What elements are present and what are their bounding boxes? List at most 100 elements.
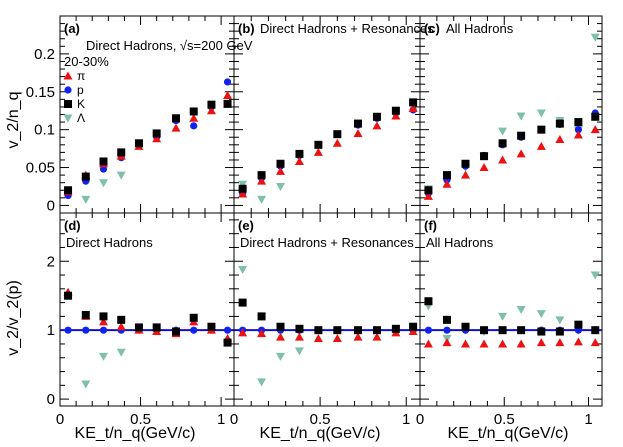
- yticklabel-top-4: 0.2: [34, 46, 55, 63]
- point-2-pi-2: [461, 170, 470, 179]
- panel-title-5: All Hadrons: [426, 235, 494, 250]
- point-5-K-8: [574, 320, 583, 329]
- labels-group: v_2/n_q v_2/v_2(p) KE_t/n_q(GeV/c) KE_t/…: [5, 38, 568, 442]
- point-5-pi-8: [573, 337, 583, 346]
- point-4-K-5: [333, 326, 342, 335]
- yticklabel-bottom-1: 1: [47, 322, 55, 339]
- point-4-K-1: [257, 312, 266, 321]
- point-5-pi-2: [461, 339, 470, 348]
- point-1-pi-2: [276, 166, 285, 175]
- point-2-K-9: [591, 112, 600, 121]
- point-4-pi-9: [408, 327, 418, 336]
- point-5-pi-9: [590, 338, 600, 347]
- point-2-pi-0: [423, 191, 433, 200]
- point-5-K-5: [517, 326, 526, 335]
- point-1-pi-9: [408, 103, 418, 112]
- point-1-pi-6: [353, 128, 363, 137]
- point-4-K-8: [391, 324, 400, 333]
- panel-title-2: All Hadrons: [446, 21, 514, 36]
- point-1-Lambda-0: [238, 180, 248, 189]
- point-3-Lambda-1: [99, 352, 108, 361]
- point-4-K-7: [372, 326, 381, 335]
- point-2-Lambda-6: [536, 109, 546, 118]
- point-4-pi-3: [294, 332, 304, 341]
- point-2-Lambda-5: [516, 112, 526, 121]
- legend-marker-pi: [63, 71, 73, 80]
- xticklabel-2-2: 1: [584, 411, 592, 428]
- point-1-K-3: [295, 149, 304, 158]
- xticklabel-1-2: 1: [402, 411, 410, 428]
- xticklabel-1-1: 0.5: [310, 411, 331, 428]
- legend-label-p: p: [77, 83, 84, 97]
- xlabel-col-0: KE_t/n_q(GeV/c): [75, 425, 196, 442]
- point-3-K-0: [64, 291, 73, 300]
- point-5-K-2: [461, 322, 470, 331]
- legend-marker-K: [64, 100, 72, 108]
- point-2-K-3: [480, 152, 489, 161]
- point-2-pi-3: [479, 163, 489, 172]
- point-0-K-1: [81, 172, 90, 181]
- point-0-p-9: [223, 78, 232, 86]
- point-0-K-2: [99, 157, 108, 166]
- ylabel-top: v_2/n_q: [5, 92, 22, 149]
- panel-title-1: Direct Hadrons + Resonances: [260, 21, 434, 36]
- point-3-pi-2: [99, 317, 108, 326]
- yticklabel-top-0: 0: [47, 197, 55, 214]
- point-4-pi-1: [257, 329, 267, 338]
- point-0-K-4: [134, 139, 143, 148]
- point-0-K-6: [172, 114, 180, 123]
- xticklabel-0-0: 0: [56, 411, 64, 428]
- point-0-pi-5: [152, 134, 162, 143]
- point-2-pi-4: [498, 155, 508, 164]
- xticklabel-2-0: 0: [416, 411, 424, 428]
- point-5-pi-3: [479, 339, 489, 348]
- panel-label-1: (b): [238, 21, 255, 36]
- point-4-pi-5: [332, 333, 342, 342]
- point-0-p-2: [99, 165, 108, 173]
- point-3-K-2: [99, 312, 108, 321]
- point-1-pi-5: [332, 138, 342, 147]
- point-3-K-7: [189, 313, 198, 322]
- panel-label-5: (f): [424, 218, 437, 233]
- point-4-K-6: [354, 326, 362, 335]
- point-5-p-1: [443, 326, 451, 334]
- panel-label-0: (a): [64, 21, 80, 36]
- point-2-pi-7: [555, 135, 565, 144]
- yticklabel-bottom-0: 0: [47, 391, 55, 408]
- point-5-pi-6: [536, 338, 546, 347]
- point-2-Lambda-4: [498, 127, 508, 136]
- point-1-pi-0: [238, 189, 248, 198]
- point-5-pi-7: [555, 338, 565, 347]
- point-3-K-5: [152, 323, 161, 332]
- point-2-K-0: [424, 186, 433, 195]
- point-3-p-1: [82, 326, 90, 334]
- legend-marker-Lambda: [63, 114, 73, 123]
- point-3-Lambda-0: [81, 380, 91, 389]
- point-5-Lambda-6: [536, 310, 546, 319]
- point-3-K-3: [117, 315, 126, 324]
- legend-marker-p: [64, 86, 72, 94]
- point-0-K-9: [223, 99, 232, 108]
- panels-group: (a) (b) Direct Hadrons + Resonances(c) All …: [26, 15, 603, 428]
- point-0-K-0: [64, 186, 73, 195]
- point-1-K-7: [372, 112, 381, 121]
- point-1-Lambda-2: [276, 182, 285, 191]
- point-3-p-9: [223, 326, 232, 334]
- point-1-pi-3: [294, 156, 304, 165]
- point-4-pi-7: [372, 332, 382, 341]
- point-2-K-7: [555, 119, 564, 128]
- point-4-K-0: [238, 298, 247, 307]
- legend-label-K: K: [77, 97, 85, 111]
- point-5-K-0: [424, 297, 433, 306]
- xlabel-col-1: KE_t/n_q(GeV/c): [260, 425, 381, 442]
- point-4-pi-0: [238, 328, 248, 337]
- point-3-K-6: [172, 327, 180, 336]
- yticklabel-top-1: 0.05: [26, 160, 55, 177]
- legend-label-Lambda: Λ: [77, 111, 85, 125]
- yticklabel-top-3: 0.15: [26, 84, 55, 101]
- point-0-K-7: [189, 107, 198, 116]
- point-0-Lambda-2: [116, 171, 126, 180]
- point-4-pi-2: [276, 332, 285, 341]
